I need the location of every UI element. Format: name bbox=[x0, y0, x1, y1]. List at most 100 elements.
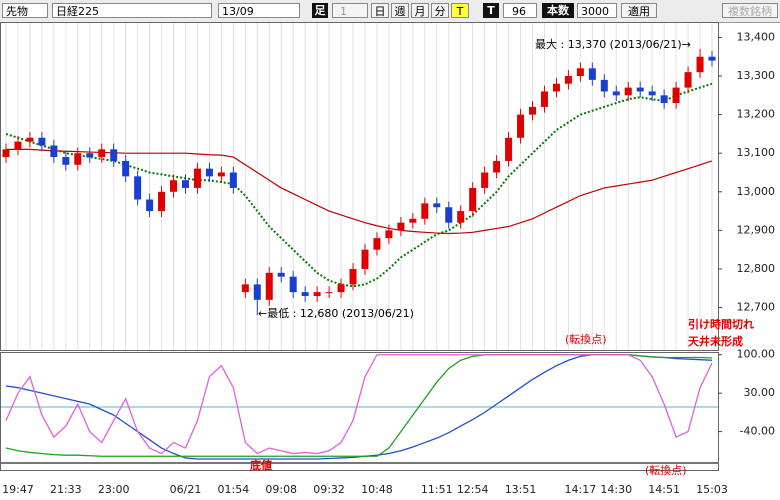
candle-body bbox=[241, 284, 249, 293]
candle-body bbox=[600, 79, 608, 92]
y-tick-label: 30.00 bbox=[744, 386, 776, 399]
candle-body bbox=[301, 292, 309, 296]
moving-average bbox=[6, 148, 713, 235]
bar-value[interactable]: 1 bbox=[332, 3, 368, 18]
x-tick-label: 14:17 bbox=[565, 483, 597, 496]
candle-body bbox=[253, 284, 261, 300]
annotation: 底値 bbox=[250, 458, 272, 472]
month-button[interactable]: 月 bbox=[411, 3, 429, 18]
x-tick-label: 09:32 bbox=[313, 483, 345, 496]
x-tick-label: 23:00 bbox=[98, 483, 130, 496]
month-select[interactable]: 13/09 bbox=[218, 3, 300, 18]
candle-body bbox=[409, 218, 417, 223]
oscillator-line bbox=[5, 354, 713, 457]
candle-body bbox=[110, 149, 118, 161]
candle-body bbox=[74, 153, 82, 165]
candle-body bbox=[564, 76, 572, 84]
candle-body bbox=[26, 137, 34, 142]
bars-input[interactable]: 3000 bbox=[577, 3, 617, 18]
candle-body bbox=[517, 114, 525, 138]
moving-average bbox=[5, 82, 713, 288]
candle-body bbox=[684, 72, 692, 88]
candle-body bbox=[349, 268, 357, 285]
x-tick-label: 12:54 bbox=[457, 483, 489, 496]
candle-body bbox=[469, 187, 477, 212]
candle-body bbox=[38, 137, 46, 146]
candle-body bbox=[170, 180, 178, 192]
candle-body bbox=[624, 87, 632, 96]
candle-body bbox=[672, 87, 680, 104]
candle-body bbox=[181, 180, 189, 188]
bars-label: 本数 bbox=[542, 3, 574, 18]
y-tick-label: -40.00 bbox=[740, 425, 775, 438]
candle-body bbox=[397, 222, 405, 231]
x-tick-label: 19:47 bbox=[2, 483, 34, 496]
candle-body bbox=[576, 68, 584, 77]
candle-body bbox=[373, 238, 381, 250]
toolbar: 先物 日経225 13/09 足 1 日 週 月 分 T T 96 本数 300… bbox=[0, 0, 780, 23]
candle-body bbox=[636, 87, 644, 92]
multi-button[interactable]: 複数銘柄 bbox=[722, 3, 778, 18]
candle-body bbox=[505, 137, 513, 161]
candle-body bbox=[289, 276, 297, 293]
candle-body bbox=[421, 203, 429, 219]
index-select[interactable]: 日経225 bbox=[52, 3, 212, 18]
candle-body bbox=[445, 207, 453, 223]
x-tick-label: 14:30 bbox=[600, 483, 632, 496]
candle-body bbox=[385, 230, 393, 239]
candle-body bbox=[588, 68, 596, 80]
y-tick-label: 12,700 bbox=[737, 301, 776, 314]
candle-body bbox=[122, 160, 130, 177]
x-tick-label: 10:48 bbox=[361, 483, 393, 496]
candle-body bbox=[62, 157, 70, 165]
y-tick-label: 100.00 bbox=[737, 348, 776, 361]
candle-body bbox=[708, 56, 716, 61]
y-tick-label: 13,200 bbox=[737, 108, 776, 121]
x-tick-label: 13:51 bbox=[505, 483, 537, 496]
candle-body bbox=[193, 168, 201, 188]
apply-button[interactable]: 適用 bbox=[621, 3, 657, 18]
candle-body bbox=[361, 249, 369, 269]
y-tick-label: 13,000 bbox=[737, 185, 776, 198]
candle-body bbox=[325, 292, 333, 294]
x-tick-label: 21:33 bbox=[50, 483, 82, 496]
y-tick-label: 13,100 bbox=[737, 146, 776, 159]
candle-body bbox=[277, 272, 285, 277]
candle-body bbox=[14, 141, 22, 150]
candle-body bbox=[205, 168, 213, 177]
candle-body bbox=[493, 160, 501, 173]
annotation: 引け時間切れ bbox=[688, 317, 754, 331]
candle-body bbox=[86, 153, 94, 158]
x-tick-label: 06/21 bbox=[170, 483, 202, 496]
candle-body bbox=[337, 284, 345, 293]
count-input[interactable]: 96 bbox=[503, 3, 537, 18]
candle-body bbox=[229, 172, 237, 188]
candle-body bbox=[660, 95, 668, 104]
oscillator-line bbox=[5, 354, 713, 455]
candle-body bbox=[158, 191, 166, 212]
candle-body bbox=[540, 91, 548, 107]
candle-body bbox=[648, 91, 656, 96]
chart: 13,400 13,300 13,200 13,100 13,000 12,900 12,8… bbox=[0, 22, 776, 496]
candle-body bbox=[2, 149, 10, 158]
y-tick-label: 13,400 bbox=[737, 30, 776, 43]
minute-button[interactable]: 分 bbox=[431, 3, 449, 18]
day-button[interactable]: 日 bbox=[371, 3, 389, 18]
x-tick-label: 09:08 bbox=[265, 483, 297, 496]
bar-label: 足 bbox=[312, 3, 328, 18]
candle-body bbox=[146, 199, 154, 212]
week-button[interactable]: 週 bbox=[391, 3, 409, 18]
y-tick-label: 12,800 bbox=[737, 262, 776, 275]
y-tick-label: 12,900 bbox=[737, 223, 776, 236]
contract-select[interactable]: 先物 bbox=[2, 3, 48, 18]
candle-body bbox=[98, 149, 106, 158]
annotation: (転換点) bbox=[645, 464, 687, 477]
x-tick-label: 11:51 bbox=[421, 483, 453, 496]
candle-body bbox=[433, 203, 441, 208]
plot-frame bbox=[0, 22, 719, 351]
x-tick-label: 01:54 bbox=[218, 483, 250, 496]
tick-button[interactable]: T bbox=[451, 3, 469, 18]
candle-body bbox=[612, 91, 620, 96]
candle-body bbox=[696, 56, 704, 73]
